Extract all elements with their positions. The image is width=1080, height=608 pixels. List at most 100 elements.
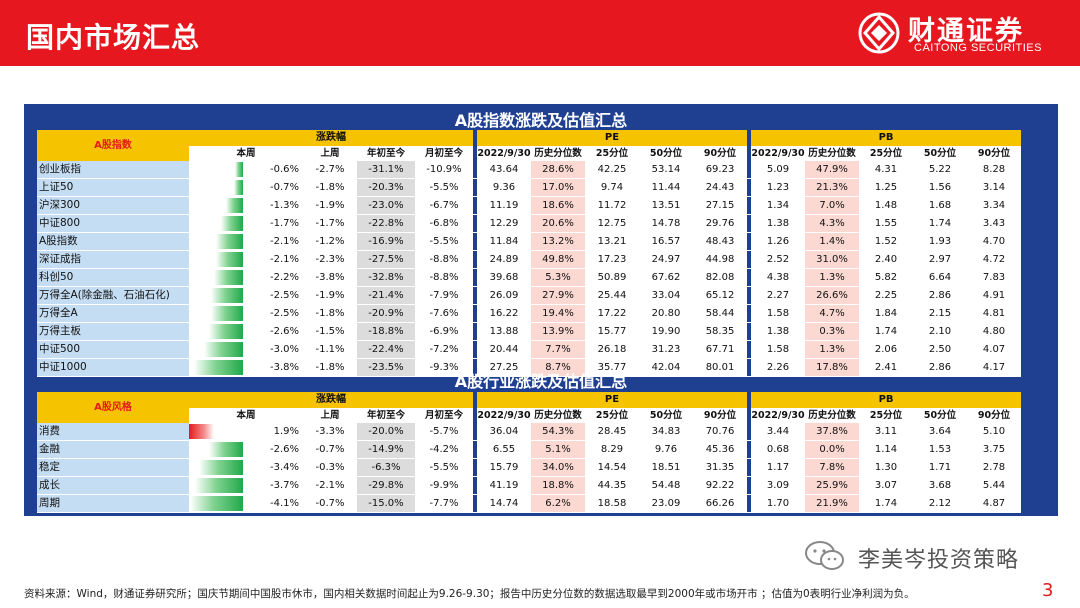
header-bar: 国内市场汇总 财通证券 CAITONG SECURITIES — [0, 0, 1080, 66]
ytd-change: -23.0% — [357, 196, 415, 215]
pe-25th: 18.58 — [585, 494, 639, 513]
pe-percentile: 5.3% — [531, 268, 585, 287]
column-gap — [473, 196, 477, 215]
pb-90th: 4.87 — [967, 494, 1022, 513]
week-change-bar-cell — [189, 322, 243, 341]
week-change: 1.9% — [243, 423, 303, 441]
pb-50th: 3.68 — [913, 476, 968, 495]
column-header: 50分位 — [639, 408, 693, 423]
table-row: 万得全A(除金融、石油石化) -2.5% -1.9% -21.4% -7.9% 26.09… — [37, 286, 1022, 305]
pe-current: 26.09 — [477, 286, 531, 305]
pb-current: 1.70 — [751, 494, 806, 513]
week-change: -3.8% — [243, 358, 303, 377]
pe-90th: 58.44 — [693, 304, 748, 323]
pb-percentile: 37.8% — [805, 423, 860, 441]
pb-50th: 2.86 — [913, 286, 968, 305]
week-change-bar — [204, 342, 243, 357]
last-week-change: -1.2% — [303, 232, 357, 251]
pe-25th: 25.44 — [585, 286, 639, 305]
row-name: 万得主板 — [37, 322, 189, 341]
column-gap — [473, 423, 477, 441]
ytd-change: -6.3% — [357, 458, 415, 477]
row-header-label: A股风格 — [37, 392, 189, 423]
column-gap — [747, 440, 752, 459]
table-row: 深证成指 -2.1% -2.3% -27.5% -8.8% 24.89 49.8% 17.23… — [37, 250, 1022, 269]
pb-current: 2.27 — [751, 286, 806, 305]
table-row: 稳定 -3.4% -0.3% -6.3% -5.5% 15.79 34.0% 14.54 18.… — [37, 458, 1022, 477]
pb-current: 1.58 — [751, 340, 806, 359]
pb-25th: 1.48 — [859, 196, 914, 215]
mtd-change: -7.9% — [415, 286, 473, 305]
logo-text-en: CAITONG SECURITIES — [914, 42, 1042, 54]
pb-current: 0.68 — [751, 440, 806, 459]
mtd-change: -9.3% — [415, 358, 473, 377]
table-row: 万得全A -2.5% -1.8% -20.9% -7.6% 16.22 19.4% 17.22… — [37, 304, 1022, 323]
pb-percentile: 0.0% — [805, 440, 860, 459]
ytd-change: -29.8% — [357, 476, 415, 495]
pb-current: 1.26 — [751, 232, 806, 251]
pb-50th: 2.15 — [913, 304, 968, 323]
table-row: 沪深300 -1.3% -1.9% -23.0% -6.7% 11.19 18.6% 11.7… — [37, 196, 1022, 215]
column-header: 50分位 — [913, 146, 968, 161]
ytd-change: -15.0% — [357, 494, 415, 513]
column-gap — [473, 476, 477, 495]
pb-percentile: 31.0% — [805, 250, 860, 269]
pe-50th: 23.09 — [639, 494, 693, 513]
pb-current: 1.58 — [751, 304, 806, 323]
ytd-change: -20.3% — [357, 178, 415, 197]
column-gap — [473, 358, 477, 377]
pe-50th: 20.80 — [639, 304, 693, 323]
last-week-change: -1.8% — [303, 358, 357, 377]
style-table-title: A股行业涨跌及估值汇总 — [454, 372, 628, 391]
pb-90th: 7.83 — [967, 268, 1022, 287]
pe-50th: 67.62 — [639, 268, 693, 287]
week-change-bar-cell — [189, 458, 243, 477]
pb-25th: 3.07 — [859, 476, 914, 495]
pe-current: 12.29 — [477, 214, 531, 233]
pb-current: 1.38 — [751, 214, 806, 233]
week-change-bar-cell — [189, 250, 243, 269]
pe-current: 16.22 — [477, 304, 531, 323]
pb-50th: 3.64 — [913, 423, 968, 441]
pe-50th: 9.76 — [639, 440, 693, 459]
pe-50th: 33.04 — [639, 286, 693, 305]
pe-current: 13.88 — [477, 322, 531, 341]
column-gap — [747, 304, 752, 323]
group-pe-header: PE — [477, 130, 748, 146]
column-gap — [747, 232, 752, 251]
pe-25th: 28.45 — [585, 423, 639, 441]
pe-percentile: 17.0% — [531, 178, 585, 197]
pe-25th: 13.21 — [585, 232, 639, 251]
pe-percentile: 18.8% — [531, 476, 585, 495]
pe-25th: 8.29 — [585, 440, 639, 459]
pe-90th: 82.08 — [693, 268, 748, 287]
column-header: 90分位 — [693, 146, 748, 161]
pb-90th: 8.28 — [967, 161, 1022, 179]
column-gap — [473, 440, 477, 459]
week-change: -2.6% — [243, 322, 303, 341]
pe-percentile: 7.7% — [531, 340, 585, 359]
column-gap — [473, 232, 477, 251]
row-name: 稳定 — [37, 458, 189, 477]
week-change: -0.6% — [243, 161, 303, 179]
column-gap — [747, 130, 752, 146]
column-gap — [473, 130, 477, 146]
column-gap — [473, 458, 477, 477]
pb-percentile: 26.6% — [805, 286, 860, 305]
column-gap — [473, 250, 477, 269]
row-name: 中证500 — [37, 340, 189, 359]
pb-25th: 2.06 — [859, 340, 914, 359]
pb-50th: 2.50 — [913, 340, 968, 359]
pe-percentile: 5.1% — [531, 440, 585, 459]
group-change-header: 涨跌幅 — [189, 392, 473, 408]
pb-percentile: 47.9% — [805, 161, 860, 179]
table-row: 创业板指 -0.6% -2.7% -31.1% -10.9% 43.64 28.6% 42.2… — [37, 161, 1022, 179]
row-name: 沪深300 — [37, 196, 189, 215]
pe-90th: 44.98 — [693, 250, 748, 269]
pb-50th: 2.86 — [913, 358, 968, 377]
pe-90th: 92.22 — [693, 476, 748, 495]
week-change-bar — [214, 270, 243, 285]
pe-25th: 50.89 — [585, 268, 639, 287]
pb-percentile: 21.3% — [805, 178, 860, 197]
week-change-bar-cell — [189, 178, 243, 197]
